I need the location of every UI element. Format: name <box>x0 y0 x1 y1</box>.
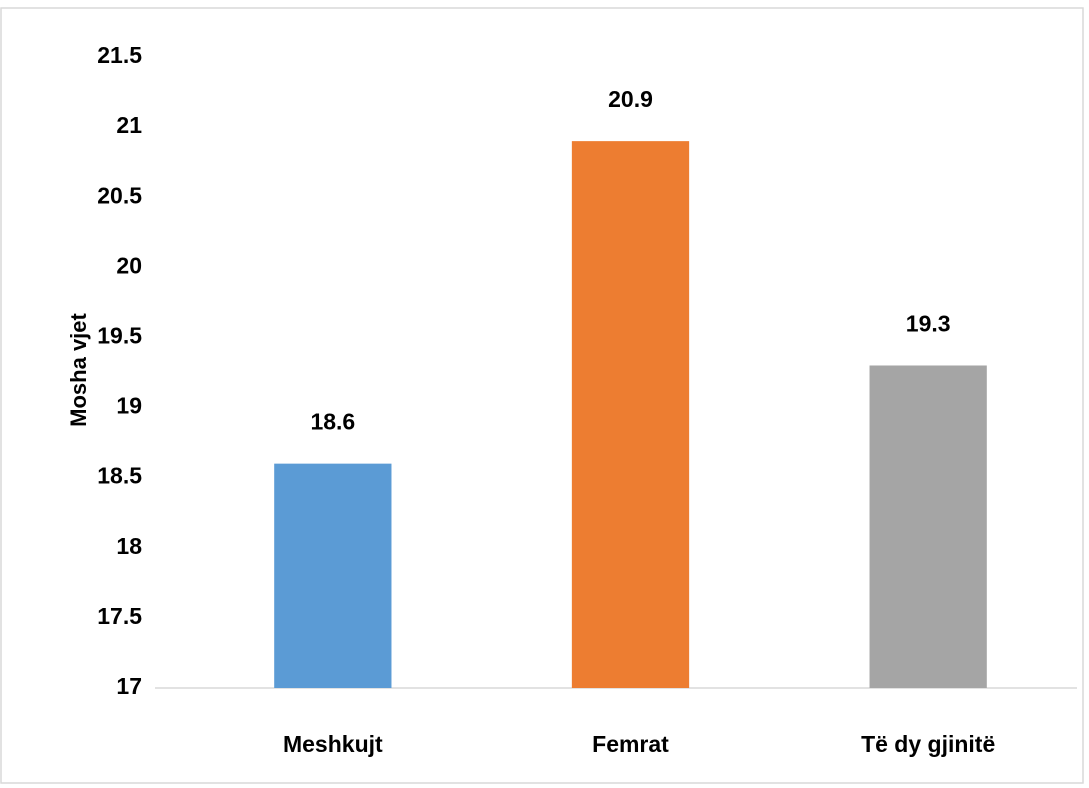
x-tick-label: Femrat <box>592 731 669 757</box>
y-tick-label: 20.5 <box>97 182 142 208</box>
y-tick-label: 21.5 <box>97 42 142 68</box>
y-tick-label: 20 <box>116 252 142 278</box>
y-tick-label: 17 <box>116 673 142 699</box>
x-tick-label: Të dy gjinitë <box>861 731 995 757</box>
y-tick-label: 18 <box>116 533 142 559</box>
data-label: 18.6 <box>310 409 355 435</box>
x-tick-label: Meshkujt <box>283 731 383 757</box>
y-tick-label: 19 <box>116 393 142 419</box>
y-tick-label: 18.5 <box>97 463 142 489</box>
bar <box>571 141 690 689</box>
y-tick-label: 21 <box>116 112 142 138</box>
y-axis-label: Mosha vjet <box>66 312 91 426</box>
bar <box>274 463 392 688</box>
y-tick-label: 17.5 <box>97 603 142 629</box>
data-label: 20.9 <box>608 86 653 112</box>
bar <box>869 365 987 688</box>
y-tick-label: 19.5 <box>97 323 142 349</box>
data-label: 19.3 <box>906 311 951 337</box>
